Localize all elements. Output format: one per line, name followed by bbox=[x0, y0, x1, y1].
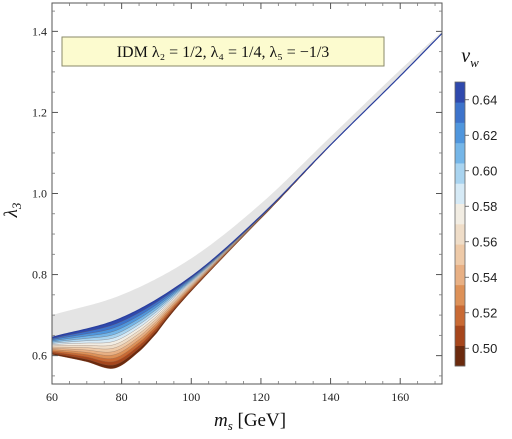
vw-contour-lines bbox=[52, 32, 442, 366]
colorbar-swatch bbox=[455, 122, 465, 144]
x-axis-label-sub: s bbox=[228, 418, 233, 433]
y-tick-label: 1.0 bbox=[32, 187, 47, 201]
colorbar-frame bbox=[454, 81, 466, 367]
colorbar-swatch bbox=[455, 183, 465, 205]
colorbar-swatch bbox=[455, 244, 465, 265]
colorbar-swatch bbox=[455, 305, 465, 326]
y-tick-label: 1.2 bbox=[32, 105, 47, 119]
colorbar-title-sub: w bbox=[470, 55, 479, 70]
annotation-box bbox=[61, 36, 385, 67]
x-tick-label: 160 bbox=[391, 390, 409, 404]
colorbar-tick-label: 0.64 bbox=[472, 92, 497, 107]
colorbar-swatch bbox=[455, 284, 465, 306]
y-tick-label: 1.4 bbox=[32, 24, 47, 38]
colorbar-swatch bbox=[455, 345, 465, 367]
colorbar-swatch bbox=[455, 82, 465, 103]
colorbar: 0.50 0.52 0.54 0.56 0.58 0.60 0.62 0.64 bbox=[454, 81, 497, 367]
colorbar-tick-label: 0.56 bbox=[472, 234, 497, 249]
colorbar-swatch bbox=[455, 203, 465, 225]
x-tick-label: 120 bbox=[252, 390, 270, 404]
colorbar-tick-label: 0.52 bbox=[472, 305, 497, 320]
excluded-region-band bbox=[52, 31, 442, 338]
x-tick-label: 60 bbox=[46, 390, 58, 404]
colorbar-title: vw bbox=[461, 45, 479, 70]
y-axis-label-sub: 3 bbox=[9, 202, 24, 210]
x-tick-label: 140 bbox=[322, 390, 340, 404]
colorbar-swatch bbox=[455, 264, 465, 286]
colorbar-swatch bbox=[455, 224, 465, 245]
y-tick-label: 0.6 bbox=[32, 349, 47, 363]
colorbar-swatch bbox=[455, 163, 465, 184]
y-axis-ticks: 0.6 0.8 1.0 1.2 1.4 bbox=[32, 10, 442, 377]
x-axis-label-unit: [GeV] bbox=[233, 410, 286, 431]
y-tick-label: 0.8 bbox=[32, 268, 47, 282]
colorbar-tick-label: 0.62 bbox=[472, 128, 497, 143]
colorbar-tick-label: 0.54 bbox=[472, 270, 497, 285]
colorbar-tick-label: 0.60 bbox=[472, 163, 497, 178]
colorbar-swatch bbox=[455, 102, 465, 123]
x-axis-ticks: 60 80 100 120 140 160 bbox=[46, 3, 436, 404]
vw-upper-boundary bbox=[52, 32, 442, 338]
colorbar-swatch bbox=[455, 325, 465, 347]
colorbar-swatch bbox=[455, 142, 465, 164]
x-tick-label: 100 bbox=[182, 390, 200, 404]
y-axis-label: λ3 bbox=[1, 202, 24, 218]
annotation-text: IDM λ₂ = 1/2, λ₄ = 1/4, λ₅ = −1/3 bbox=[117, 44, 330, 61]
x-tick-label: 80 bbox=[116, 390, 128, 404]
colorbar-tick-label: 0.58 bbox=[472, 199, 497, 214]
colorbar-tick-label: 0.50 bbox=[472, 341, 497, 356]
x-axis-label: ms [GeV] bbox=[214, 410, 286, 433]
